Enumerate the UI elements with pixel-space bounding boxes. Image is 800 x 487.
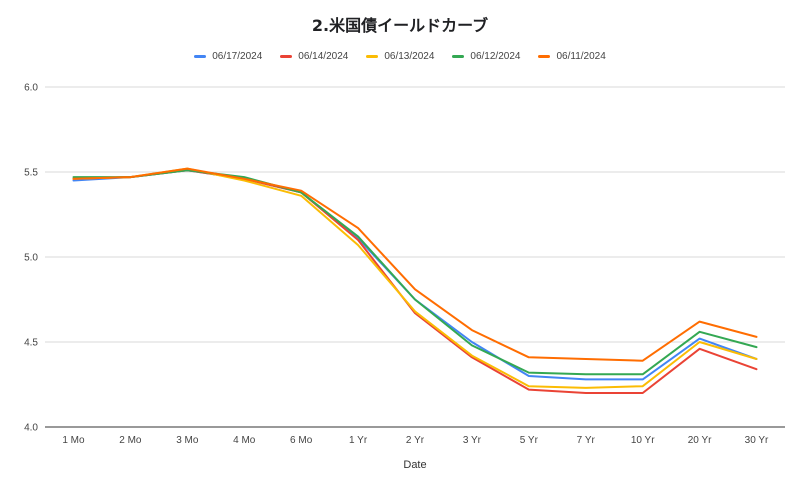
x-tick-label: 1 Mo: [62, 435, 85, 446]
x-tick-label: 3 Mo: [176, 435, 199, 446]
legend-swatch: [452, 55, 465, 58]
legend-swatch: [366, 55, 379, 58]
legend-swatch: [538, 55, 551, 58]
legend-label: 06/11/2024: [556, 51, 606, 62]
x-tick-label: 30 Yr: [745, 435, 769, 446]
x-tick-label: 6 Mo: [290, 435, 313, 446]
legend-label: 06/12/2024: [470, 51, 521, 62]
series-layer: [72, 167, 758, 394]
legend-label: 06/17/2024: [212, 51, 263, 62]
y-tick-label: 5.0: [24, 253, 38, 264]
legend-item[interactable]: 06/13/2024: [366, 51, 434, 62]
legend-label: 06/13/2024: [384, 51, 435, 62]
y-tick-label: 4.0: [24, 423, 38, 434]
grid-layer: [45, 86, 785, 428]
series-line[interactable]: [72, 169, 758, 376]
y-tick-label: 5.5: [24, 168, 38, 179]
y-tick-label: 4.5: [24, 338, 38, 349]
legend-item[interactable]: 06/11/2024: [538, 51, 606, 62]
legend-swatch: [194, 55, 207, 58]
series-line[interactable]: [72, 167, 758, 389]
chart-title: 2.米国債イールドカーブ: [311, 16, 489, 35]
legend: 06/17/2024 06/14/2024 06/13/2024 06/12/2…: [0, 51, 800, 62]
legend-label: 06/14/2024: [298, 51, 349, 62]
x-tick-label: 5 Yr: [520, 435, 539, 446]
series-line[interactable]: [72, 167, 758, 362]
legend-swatch: [280, 55, 293, 58]
x-tick-label: 2 Yr: [406, 435, 425, 446]
x-tick-label: 7 Yr: [577, 435, 596, 446]
y-axis: 4.0 4.5 5.0 5.5 6.0: [24, 83, 38, 434]
x-axis: 1 Mo 2 Mo 3 Mo 4 Mo 6 Mo 1 Yr 2 Yr 3 Yr 5 Yr 7 Yr…: [62, 435, 769, 446]
x-tick-label: 1 Yr: [349, 435, 368, 446]
legend-item[interactable]: 06/12/2024: [452, 51, 520, 62]
series-line[interactable]: [72, 169, 758, 381]
x-tick-label: 3 Yr: [463, 435, 482, 446]
legend-item[interactable]: 06/17/2024: [194, 51, 262, 62]
x-axis-title: Date: [403, 459, 426, 471]
x-tick-label: 2 Mo: [119, 435, 142, 446]
legend-item[interactable]: 06/14/2024: [280, 51, 348, 62]
y-tick-label: 6.0: [24, 83, 38, 94]
x-tick-label: 4 Mo: [233, 435, 256, 446]
x-tick-label: 20 Yr: [688, 435, 712, 446]
x-tick-label: 10 Yr: [631, 435, 655, 446]
series-line[interactable]: [72, 169, 758, 394]
